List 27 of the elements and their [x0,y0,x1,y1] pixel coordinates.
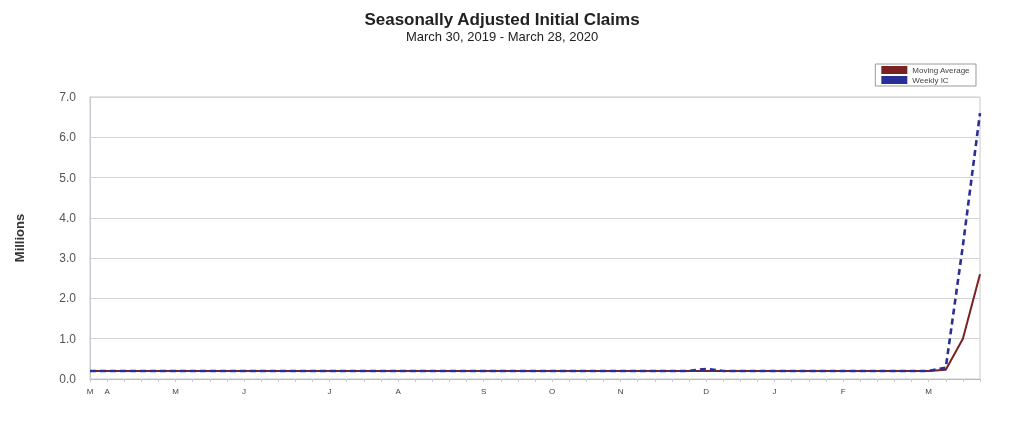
x-tick-label: M [925,386,933,396]
y-tick-label: 3.0 [59,251,77,266]
y-tick-label: 7.0 [59,90,77,104]
x-tick-label: D [703,386,710,396]
x-tick-label: A [395,386,402,396]
x-tick-label: N [617,386,624,396]
x-tick-label: J [242,386,247,396]
y-tick-label: 6.0 [59,130,77,145]
x-tick-label: O [549,386,556,396]
y-tick-label: 1.0 [59,331,77,346]
y-axis-title: Millions [12,213,27,263]
x-tick-label: F [840,386,846,396]
legend-label: Weekly IC [912,75,949,85]
chart-title: Seasonally Adjusted Initial Claims [364,10,640,29]
x-tick-label: J [772,386,777,396]
x-tick-label: M [172,386,180,396]
y-tick-label: 5.0 [59,170,77,185]
x-tick-label: S [480,386,487,396]
line-series [88,111,982,373]
x-tick-label: M [86,386,94,396]
chart-subtitle: March 30, 2019 - March 28, 2020 [405,29,599,44]
y-tick-label: 4.0 [59,210,77,225]
legend-label: Moving Average [912,65,971,75]
y-tick-label: 0.0 [59,372,77,386]
x-tick-label: J [327,386,332,396]
y-tick-label: 2.0 [59,291,77,306]
x-tick-label: A [104,386,111,396]
